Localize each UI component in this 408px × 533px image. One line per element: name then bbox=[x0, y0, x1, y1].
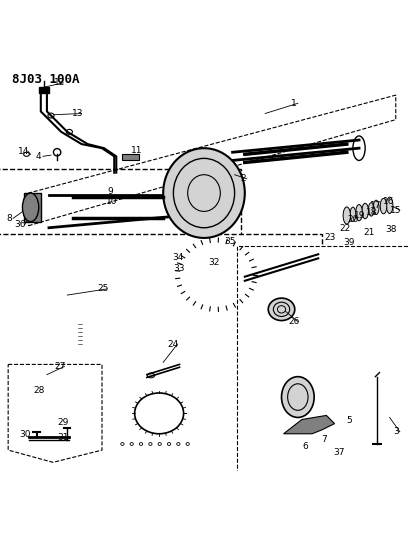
Text: 23: 23 bbox=[325, 232, 336, 241]
Ellipse shape bbox=[22, 193, 39, 222]
FancyBboxPatch shape bbox=[0, 168, 241, 479]
Text: 18: 18 bbox=[366, 208, 377, 217]
Text: 29: 29 bbox=[58, 418, 69, 427]
Ellipse shape bbox=[45, 386, 61, 395]
Text: 14: 14 bbox=[18, 147, 29, 156]
Text: 15: 15 bbox=[390, 206, 401, 215]
Ellipse shape bbox=[65, 407, 78, 415]
Ellipse shape bbox=[350, 207, 356, 221]
Text: 30: 30 bbox=[20, 430, 31, 439]
Text: 26: 26 bbox=[288, 317, 299, 326]
Text: 37: 37 bbox=[333, 448, 344, 457]
Ellipse shape bbox=[306, 390, 314, 396]
Text: 35: 35 bbox=[225, 237, 236, 246]
Text: 39: 39 bbox=[343, 238, 355, 247]
Text: 10: 10 bbox=[106, 197, 118, 206]
Ellipse shape bbox=[386, 197, 393, 213]
Ellipse shape bbox=[362, 203, 368, 219]
Ellipse shape bbox=[380, 198, 387, 214]
Text: 31: 31 bbox=[58, 433, 69, 441]
Text: 25: 25 bbox=[97, 285, 109, 294]
Text: 24: 24 bbox=[168, 340, 179, 349]
Ellipse shape bbox=[268, 298, 295, 320]
Bar bbox=[39, 87, 49, 93]
Ellipse shape bbox=[356, 205, 362, 221]
FancyBboxPatch shape bbox=[0, 234, 322, 533]
Ellipse shape bbox=[61, 387, 73, 395]
Text: 36: 36 bbox=[15, 220, 26, 229]
Text: 13: 13 bbox=[72, 109, 83, 118]
Text: 11: 11 bbox=[131, 146, 142, 155]
Text: 12: 12 bbox=[53, 78, 65, 87]
Text: 20: 20 bbox=[347, 215, 359, 224]
Polygon shape bbox=[37, 342, 53, 350]
Text: 38: 38 bbox=[385, 225, 397, 235]
Bar bbox=[113, 189, 121, 196]
Polygon shape bbox=[24, 193, 41, 222]
Text: 27: 27 bbox=[55, 362, 66, 371]
Text: 6: 6 bbox=[302, 442, 308, 451]
Bar bbox=[73, 324, 84, 348]
Text: 21: 21 bbox=[364, 228, 375, 237]
Text: 3: 3 bbox=[393, 427, 399, 436]
Text: 22: 22 bbox=[339, 224, 350, 232]
Text: 8: 8 bbox=[6, 214, 12, 223]
Text: 34: 34 bbox=[172, 253, 183, 262]
Ellipse shape bbox=[282, 377, 314, 417]
Polygon shape bbox=[326, 414, 355, 434]
Ellipse shape bbox=[368, 203, 374, 216]
Ellipse shape bbox=[45, 407, 61, 416]
Text: 28: 28 bbox=[33, 386, 44, 395]
Text: 9: 9 bbox=[107, 187, 113, 196]
Ellipse shape bbox=[373, 200, 379, 214]
Ellipse shape bbox=[114, 182, 119, 187]
Ellipse shape bbox=[147, 373, 155, 378]
Text: 19: 19 bbox=[354, 211, 366, 220]
Text: 32: 32 bbox=[208, 258, 220, 267]
Text: 4: 4 bbox=[36, 152, 42, 161]
Text: 2: 2 bbox=[240, 174, 246, 183]
Text: 33: 33 bbox=[174, 264, 185, 273]
Text: 5: 5 bbox=[346, 416, 352, 425]
FancyBboxPatch shape bbox=[237, 246, 408, 533]
Ellipse shape bbox=[163, 148, 245, 238]
Text: 1: 1 bbox=[291, 99, 297, 108]
Text: 16: 16 bbox=[383, 197, 394, 206]
Text: 7: 7 bbox=[322, 435, 327, 445]
Polygon shape bbox=[284, 415, 335, 434]
Text: 17: 17 bbox=[370, 201, 381, 210]
Text: 8J03 100A: 8J03 100A bbox=[12, 72, 80, 86]
Ellipse shape bbox=[343, 207, 350, 224]
Polygon shape bbox=[122, 154, 139, 160]
